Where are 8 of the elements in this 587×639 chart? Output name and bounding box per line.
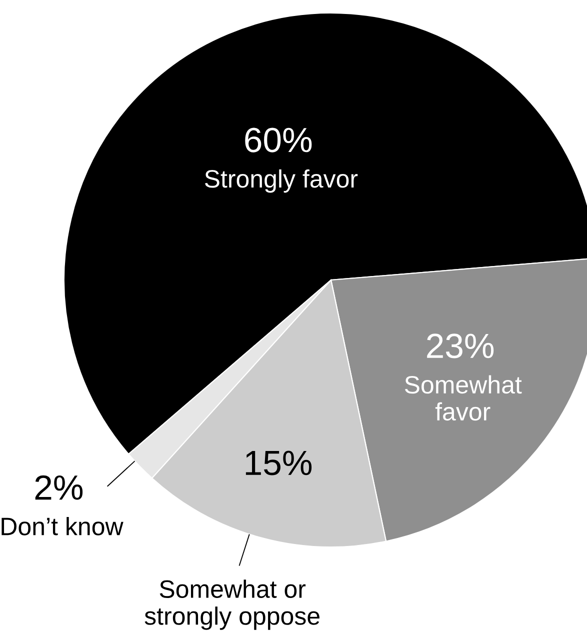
data-label: 2% — [35, 475, 83, 500]
data-label: 15% — [246, 450, 312, 476]
slice-label: Don’t know — [2, 516, 124, 536]
slice-label: Somewhat or strongly oppose — [144, 580, 320, 630]
data-label: 60% — [245, 128, 312, 152]
slice-label: Somewhat favor — [404, 375, 522, 421]
slice-label: Strongly favor — [204, 169, 358, 193]
data-label: 23% — [427, 334, 494, 358]
